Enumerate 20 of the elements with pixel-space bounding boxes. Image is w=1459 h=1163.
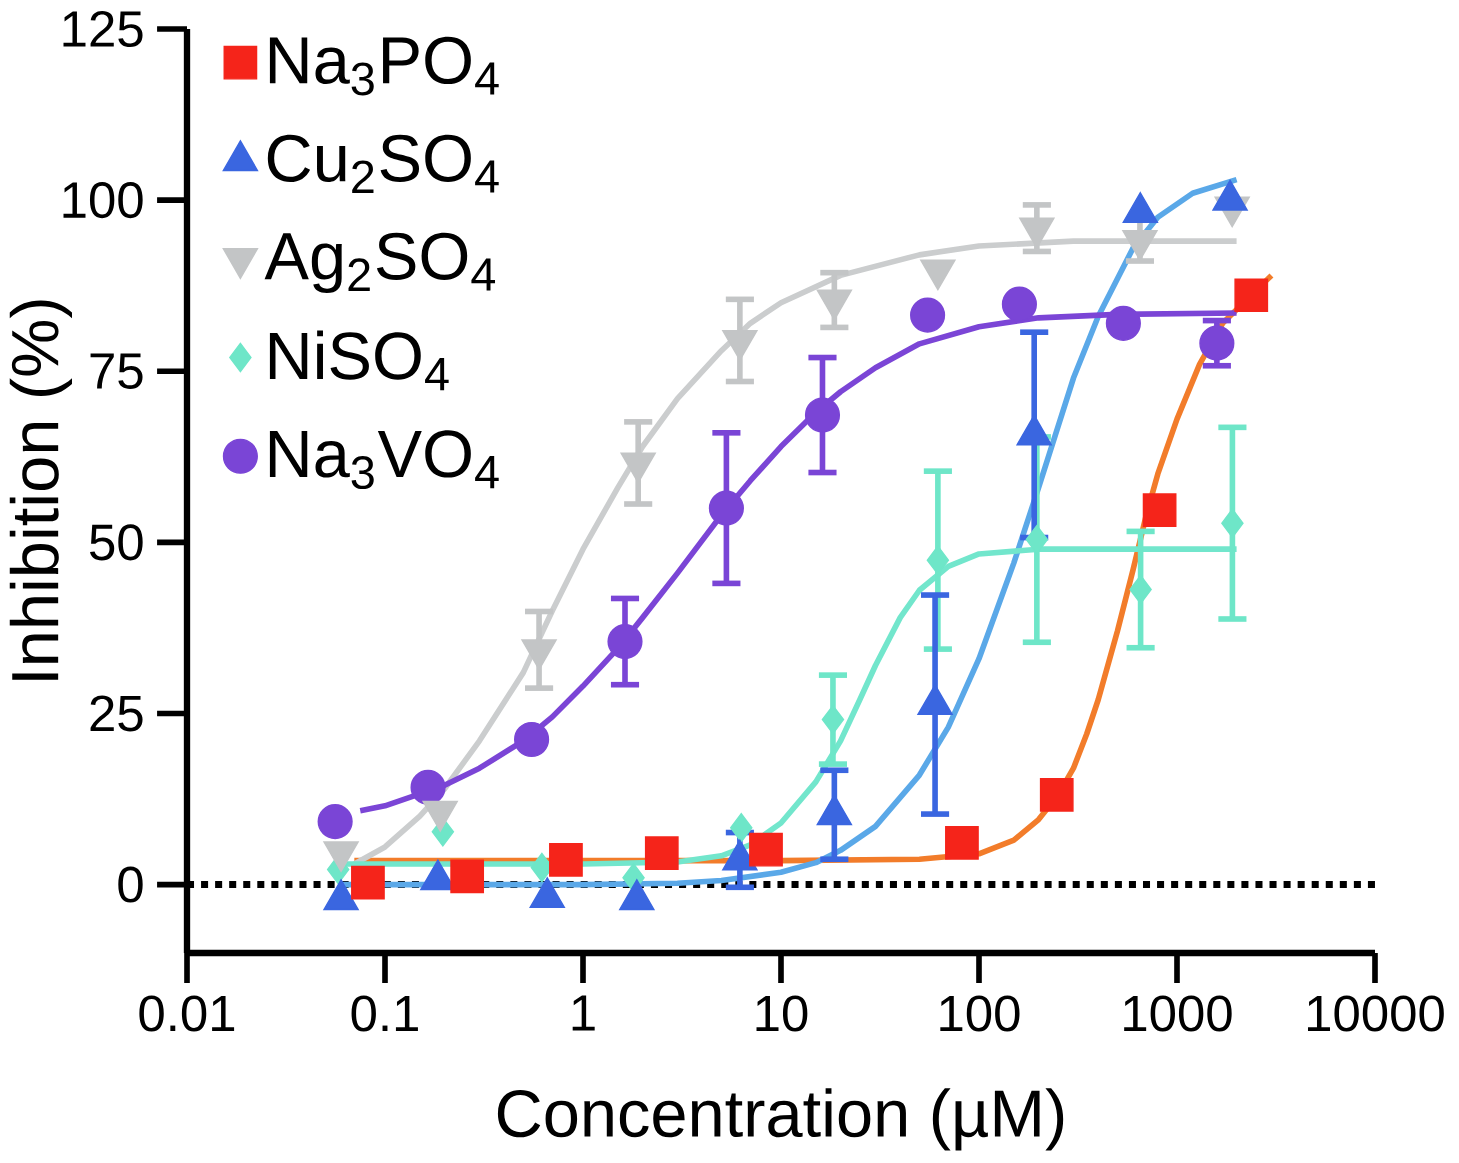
x-axis-title: Concentration (µM) [497,1088,1064,1151]
x-tick-label: 0.01 [139,995,235,1032]
y-tick-label: 75 [90,353,143,389]
x-tick-label: 1 [572,995,595,1031]
y-axis-title: Inhibition (%) [9,300,72,680]
legend-label: Ag$_{2}$SO$_{4}$ [264,232,496,294]
x-tick-label: 100 [940,995,1020,1032]
legend-label: NiSO$_{4}$ [269,330,449,391]
y-tick-label: 100 [63,182,143,219]
x-tick-label: 10 [756,995,808,1032]
y-tick-label: 125 [63,10,143,48]
x-tick-label: 0.1 [351,995,418,1032]
legend-label: Na$_{3}$VO$_{4}$ [269,430,499,490]
legend-label: Cu$_{2}$SO$_{4}$ [267,134,499,194]
x-tick-label: 10000 [1308,995,1444,1032]
y-tick-label: 25 [90,695,143,732]
x-tick-label: 1000 [1124,995,1232,1032]
y-tick-label: 0 [118,866,143,903]
y-tick-label: 50 [90,524,143,561]
legend-label: Na$_{3}$PO$_{4}$ [269,36,499,96]
